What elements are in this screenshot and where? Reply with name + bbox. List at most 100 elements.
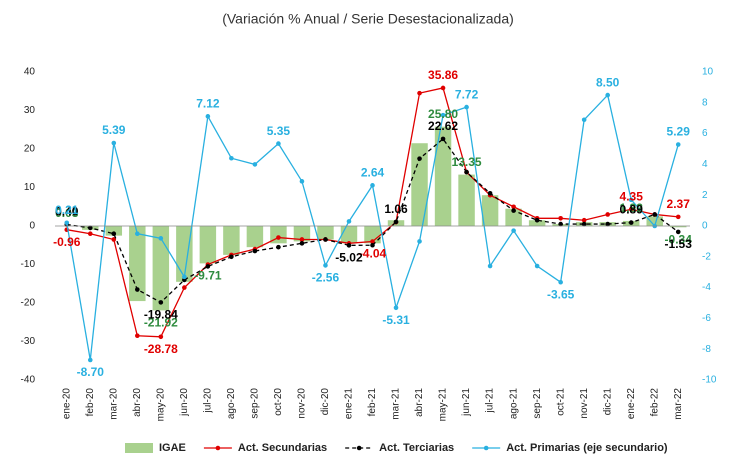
x-tick-label: abr-20 [132,388,143,417]
point [605,93,610,98]
y2-tick-label: -8 [702,344,711,355]
point [323,263,328,268]
data-label: -5.31 [382,313,410,327]
point [558,216,563,221]
x-tick-label: nov-21 [579,388,590,419]
x-tick-label: dic-20 [320,388,331,416]
x-tick-label: ene-20 [61,388,72,420]
point [370,183,375,188]
y-tick-label: 0 [29,221,35,232]
point [64,220,69,225]
y2-tick-label: -6 [702,313,711,324]
x-tick-label: oct-20 [273,388,284,416]
data-label: 22.62 [428,119,458,133]
y-tick-label: 20 [24,144,36,155]
point [135,287,140,292]
point [488,264,493,269]
legend-swatch [125,443,153,453]
point [159,236,164,241]
y-tick-label: -20 [21,298,36,309]
point [300,241,305,246]
data-label: 7.72 [455,87,479,101]
point [135,231,140,236]
x-tick-label: feb-22 [649,388,660,417]
point [441,86,446,91]
data-label: -1.53 [665,237,693,251]
point [629,220,634,225]
data-label: 13.35 [452,155,482,169]
data-label: 5.29 [667,125,691,139]
x-tick-label: jun-21 [461,388,472,417]
point [182,275,187,280]
point [253,162,258,167]
y-tick-label: 40 [24,67,36,78]
x-tick-label: ago-21 [508,388,519,420]
point [676,215,681,220]
bar [482,195,498,226]
point [229,156,234,161]
point [417,239,422,244]
point [253,249,258,254]
y2-tick-label: 10 [702,67,714,78]
x-tick-label: jun-20 [179,388,190,417]
point [182,285,187,290]
data-label: 7.12 [196,97,220,111]
point [159,335,164,340]
y-tick-label: 10 [24,182,36,193]
point [276,245,281,250]
legend-label: IGAE [159,442,186,454]
point [417,91,422,96]
data-label: 8.50 [596,75,620,89]
y-tick-label: -30 [21,336,36,347]
data-label: 4.35 [620,189,644,203]
bar [200,226,216,263]
y2-tick-label: 4 [702,159,708,170]
x-tick-label: may-21 [438,388,449,422]
y2-tick-label: -10 [702,375,717,386]
y-tick-label: -10 [21,259,36,270]
legend-marker [484,446,489,451]
point [323,237,328,242]
chart-title: (Variación % Anual / Serie Desestacional… [222,11,514,27]
x-tick-label: nov-20 [297,388,308,419]
x-tick-label: mar-22 [673,388,684,420]
data-label: -28.78 [144,342,178,356]
point [276,235,281,240]
point [159,300,164,305]
legend-marker [357,446,362,451]
x-tick-label: may-20 [155,388,166,422]
legend-item: Act. Secundarias [204,442,327,454]
bar [458,175,474,226]
data-label: 35.86 [428,68,458,82]
x-tick-label: ene-22 [626,388,637,420]
legend-item: Act. Terciarias [345,442,454,454]
data-label: -9.71 [194,269,222,283]
point [488,191,493,196]
point [135,333,140,338]
x-tick-label: mar-21 [391,388,402,420]
point [88,231,93,236]
y2-tick-label: 0 [702,221,708,232]
x-tick-label: feb-21 [367,388,378,417]
point [535,218,540,223]
x-tick-label: mar-20 [108,388,119,420]
data-label: 1.06 [384,202,408,216]
data-label: 5.39 [102,123,126,137]
legend-label: Act. Terciarias [379,442,454,454]
point [206,114,211,119]
legend-item: IGAE [125,442,186,454]
y2-tick-label: -4 [702,282,711,293]
data-label: -3.65 [547,287,575,301]
x-tick-label: jul-20 [203,388,214,414]
point [394,220,399,225]
point [652,212,657,217]
point [347,243,352,248]
bar [223,226,239,255]
legend-label: Act. Primarias (eje secundario) [506,442,668,454]
data-label: -8.70 [77,365,105,379]
x-tick-label: jul-21 [485,388,496,414]
point [605,212,610,217]
data-label: 2.64 [361,166,385,180]
point [464,170,469,175]
